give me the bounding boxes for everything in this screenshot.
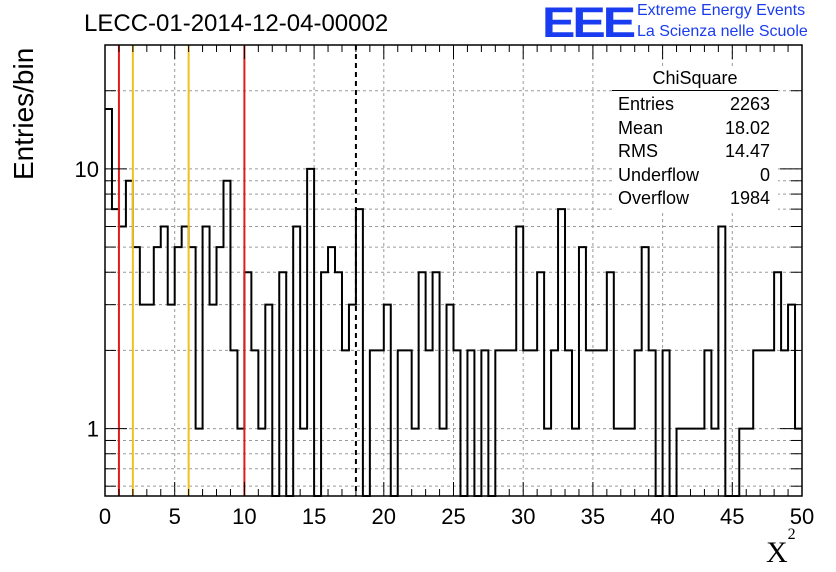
x-axis-label-superscript: 2 [787,526,796,543]
stats-box: ChiSquare Entries 2263 Mean 18.02 RMS 14… [612,68,778,211]
logo-line-1: Extreme Energy Events [637,2,806,19]
histogram-series [105,108,802,497]
x-tick-label: 15 [302,504,326,529]
stats-row-mean: Mean 18.02 [612,117,778,141]
stats-row-entries: Entries 2263 [612,93,778,117]
stats-value: 1984 [729,188,770,208]
stats-value: 0 [759,164,770,185]
x-tick-label: 0 [99,504,111,529]
stats-box-title: ChiSquare [612,68,778,91]
x-axis-label: X2 [766,526,796,570]
stats-label: Mean [618,117,664,138]
stats-row-rms: RMS 14.47 [612,140,778,164]
y-axis-label: Entries/bin [8,47,39,180]
y-tick-label: 10 [75,157,99,182]
logo-line-2: La Scienza nelle Scuole [637,23,808,40]
stats-label: Overflow [618,188,690,208]
x-tick-label: 10 [232,504,256,529]
stats-label: RMS [618,141,658,161]
stats-row-underflow: Underflow 0 [612,164,778,188]
x-tick-label: 25 [441,504,465,529]
y-tick-label: 1 [87,417,99,442]
stats-row-overflow: Overflow 1984 [612,187,778,211]
eee-logo: EEE [542,0,636,47]
x-tick-label: 35 [581,504,605,529]
x-tick-label: 5 [169,504,181,529]
chart-title: LECC-01-2014-12-04-00002 [84,10,389,37]
x-tick-label: 45 [720,504,744,529]
stats-value: 18.02 [724,117,770,138]
x-tick-label: 30 [511,504,535,529]
stats-label: Underflow [618,164,700,185]
x-tick-label: 20 [372,504,396,529]
stats-value: 14.47 [724,141,770,161]
x-axis-label-base: X [766,536,788,569]
x-tick-label: 40 [650,504,674,529]
stats-label: Entries [618,94,675,114]
x-tick-label: 50 [790,504,814,529]
stats-value: 2263 [729,94,770,114]
